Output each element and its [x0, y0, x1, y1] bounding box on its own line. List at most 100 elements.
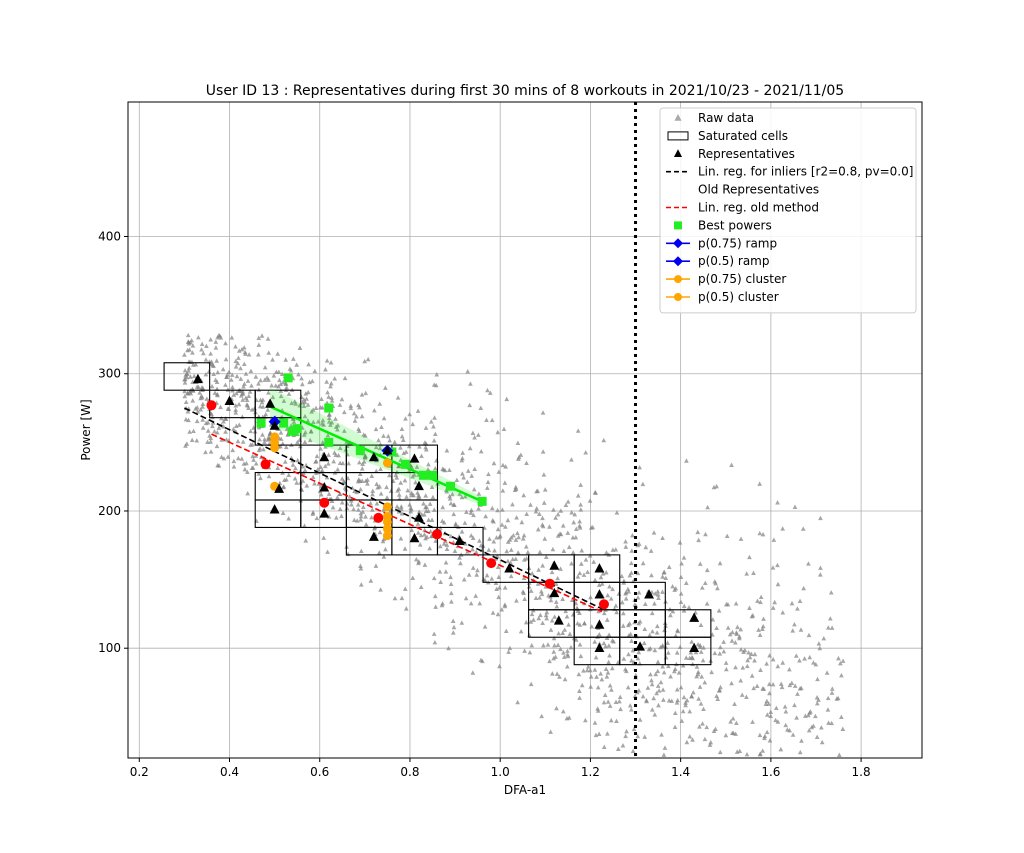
raw-point [629, 560, 634, 566]
raw-point [290, 462, 296, 467]
raw-point [325, 390, 330, 395]
raw-point [473, 593, 479, 598]
raw-point [649, 677, 654, 683]
raw-point [547, 524, 552, 529]
raw-point [472, 522, 477, 527]
raw-point [423, 535, 428, 541]
raw-point [431, 424, 436, 429]
raw-point [570, 550, 576, 555]
raw-point [827, 616, 833, 621]
cluster-point [382, 458, 392, 468]
raw-point [725, 625, 731, 630]
raw-point [381, 415, 387, 421]
raw-point [441, 541, 447, 546]
raw-point [260, 404, 266, 409]
raw-point [265, 407, 271, 412]
raw-point [249, 407, 255, 412]
raw-point [573, 534, 579, 540]
raw-point [542, 487, 548, 492]
raw-point [383, 385, 388, 390]
raw-point [619, 573, 625, 579]
axes-frame [127, 101, 923, 759]
raw-point [449, 599, 454, 604]
raw-point [431, 631, 437, 636]
raw-point [200, 425, 206, 430]
raw-point [541, 500, 547, 505]
raw-point [370, 491, 375, 497]
plot-clip-group [163, 102, 846, 758]
raw-point [403, 449, 409, 454]
raw-point [655, 683, 661, 688]
raw-point [464, 509, 469, 514]
raw-point [360, 509, 366, 514]
raw-point [750, 719, 755, 724]
raw-point [625, 622, 631, 628]
cluster-series [270, 432, 392, 541]
raw-point [760, 626, 765, 631]
raw-point [423, 425, 429, 430]
raw-point [712, 650, 718, 656]
cluster-point [382, 502, 392, 512]
raw-point [573, 637, 579, 642]
raw-point [472, 435, 477, 440]
raw-point [521, 492, 527, 498]
raw-point [236, 401, 242, 407]
raw-point [535, 526, 541, 532]
raw-point [329, 498, 335, 503]
raw-point [543, 612, 549, 618]
raw-point [825, 695, 831, 701]
raw-point [655, 588, 661, 594]
x-tick-label: 0.6 [310, 765, 329, 779]
raw-point [362, 358, 368, 364]
raw-point [458, 560, 463, 566]
raw-point [840, 726, 846, 731]
saturated-cell [345, 471, 393, 501]
raw-point [211, 363, 216, 369]
raw-point [477, 600, 483, 606]
raw-point [205, 439, 210, 445]
raw-point [623, 539, 628, 544]
raw-point [462, 520, 468, 525]
raw-point [818, 515, 823, 521]
raw-point [792, 683, 798, 688]
raw-point [476, 506, 481, 511]
raw-point [738, 536, 744, 541]
raw-point [478, 542, 484, 548]
raw-point [577, 525, 583, 530]
raw-point [524, 460, 529, 465]
raw-point [432, 465, 438, 471]
raw-point [299, 394, 304, 400]
raw-point [219, 454, 224, 460]
raw-point [182, 388, 187, 394]
best-power-point [355, 446, 365, 456]
raw-point [500, 488, 506, 493]
x-axis-label: DFA-a1 [504, 783, 546, 797]
raw-point [562, 627, 568, 632]
raw-point [670, 608, 676, 614]
raw-point [307, 437, 313, 443]
x-tick-label: 1.4 [671, 765, 690, 779]
raw-point [396, 463, 401, 469]
raw-point [588, 594, 593, 600]
raw-point [807, 654, 813, 660]
raw-point [233, 423, 239, 429]
raw-point [387, 437, 393, 443]
raw-point [660, 643, 665, 649]
raw-point [286, 391, 292, 396]
raw-point [406, 443, 412, 449]
representative-point [635, 641, 645, 651]
raw-point [578, 561, 584, 566]
raw-point [344, 505, 350, 511]
raw-point [432, 593, 438, 599]
raw-point [560, 523, 566, 528]
raw-point [806, 561, 811, 566]
raw-point [484, 485, 490, 490]
raw-point [592, 720, 598, 725]
raw-point [451, 624, 457, 630]
raw-point [256, 342, 262, 347]
raw-point [515, 440, 521, 446]
raw-point [555, 575, 561, 581]
raw-point [339, 476, 345, 481]
raw-point [378, 491, 384, 496]
raw-point [555, 642, 561, 647]
